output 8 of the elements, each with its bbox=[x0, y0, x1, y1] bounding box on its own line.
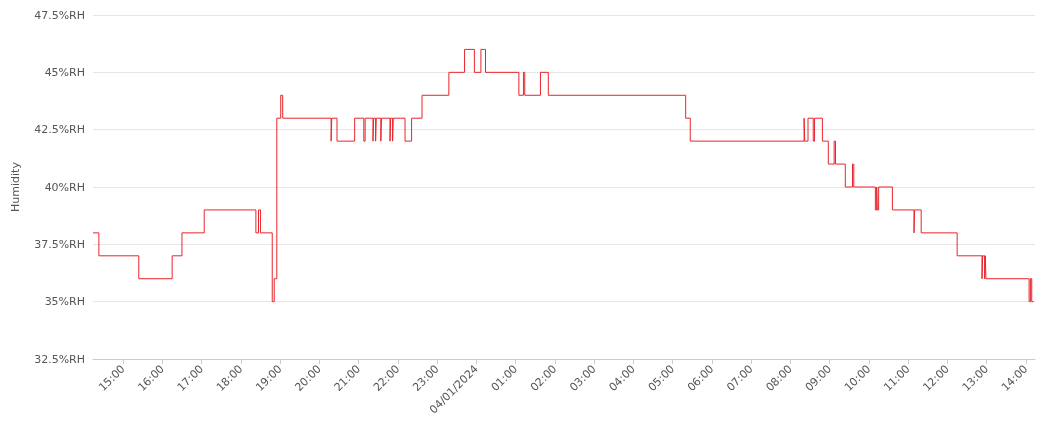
y-tick-label: 42.5%RH bbox=[34, 123, 85, 137]
y-tick-label: 35%RH bbox=[44, 295, 85, 309]
y-tick-label: 37.5%RH bbox=[34, 237, 85, 251]
y-axis-title: Humidity bbox=[9, 161, 22, 212]
y-tick-label: 32.5%RH bbox=[34, 352, 85, 366]
y-tick-label: 45%RH bbox=[44, 65, 85, 79]
y-tick-label: 47.5%RH bbox=[34, 8, 85, 22]
y-tick-label: 40%RH bbox=[44, 180, 85, 194]
